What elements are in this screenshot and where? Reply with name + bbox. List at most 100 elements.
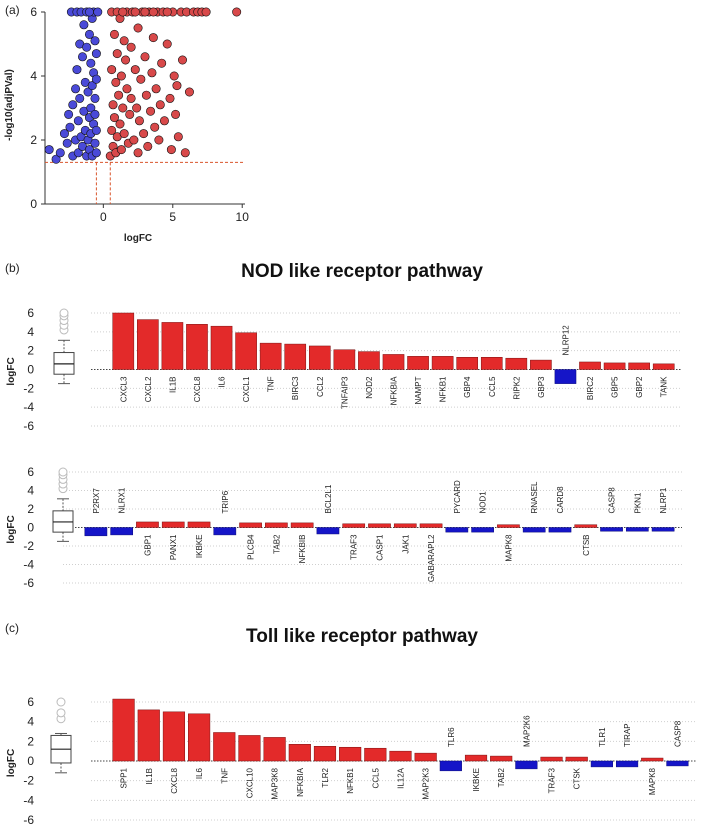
gene-label: TAB2 (497, 767, 506, 787)
volcano-point-up (126, 42, 136, 52)
bar-up (497, 524, 520, 528)
volcano-point-up (118, 103, 128, 113)
gene-label: NFKB1 (346, 767, 355, 793)
volcano-x-tick-label: 5 (169, 210, 176, 224)
bar-up (342, 523, 366, 528)
volcano-point-down (84, 29, 94, 39)
gene-label: NOD2 (365, 376, 374, 399)
gene-label: CASP1 (376, 534, 385, 561)
bar-up (213, 732, 236, 762)
volcano-point-down (90, 109, 100, 119)
bar-down (84, 527, 108, 537)
bar-up (239, 522, 262, 528)
box-outlier (56, 708, 66, 718)
gene-label: GABARAPL2 (427, 534, 436, 582)
box-outlier (59, 308, 69, 318)
volcano-point-up (180, 148, 190, 158)
gene-label: GBP4 (463, 376, 472, 398)
bar-up (136, 521, 159, 528)
gene-label: CTSB (582, 535, 591, 556)
volcano-point-up (114, 90, 124, 100)
gene-label: IL1B (145, 768, 154, 784)
bar-up (187, 521, 211, 528)
bar-up (565, 756, 588, 762)
gene-label: CASP8 (673, 720, 682, 747)
panel-letter-c: (c) (5, 621, 19, 635)
gene-label: NFKBIB (298, 535, 307, 564)
bar-up (263, 737, 286, 762)
volcano-point-down (86, 58, 96, 68)
gene-label: MAPK8 (648, 767, 657, 795)
bar-down (445, 527, 469, 533)
gene-label: TLR6 (447, 727, 456, 747)
bar-down (515, 760, 538, 770)
volcano-plot: logFC -log10(adjPVal) 0 2 4 6 0 5 10 (4, 5, 249, 244)
gene-label: IKBKE (195, 535, 204, 559)
gene-label: TLR2 (321, 767, 330, 787)
y-tick-label: -4 (23, 793, 34, 807)
volcano-point-up (169, 71, 179, 81)
volcano-point-up (139, 129, 149, 139)
bar-up (313, 746, 337, 762)
toll-pathway-title: Toll like receptor pathway (246, 626, 478, 647)
bar-up (419, 523, 443, 528)
bar-down (590, 760, 613, 768)
bar-up (137, 319, 159, 370)
bar-up (364, 747, 387, 762)
gene-label: RIPK2 (512, 376, 521, 400)
volcano-point-down (82, 42, 92, 52)
box-outlier (58, 467, 68, 477)
gene-label: GBP2 (635, 376, 644, 398)
volcano-point-up (111, 77, 121, 87)
y-axis-label: logFC (6, 749, 17, 777)
y-tick-label: 6 (27, 465, 34, 479)
gene-label: IL1B (168, 377, 177, 393)
bar-up (238, 735, 261, 762)
gene-label: CXCL10 (245, 767, 254, 798)
volcano-point-down (64, 109, 74, 119)
bar-down (666, 760, 689, 767)
volcano-point-up (140, 52, 150, 62)
volcano-point-up (116, 71, 126, 81)
bar-up (456, 357, 479, 370)
volcano-point-up (147, 68, 157, 78)
panel-letter-b: (b) (5, 261, 20, 275)
bar-up (628, 362, 650, 370)
bar-up (393, 523, 417, 528)
volcano-point-down (44, 145, 54, 155)
y-tick-label: 0 (27, 754, 34, 768)
y-tick-label: 4 (27, 484, 34, 498)
volcano-point-up (148, 33, 158, 43)
volcano-y-tick-label: 4 (30, 69, 37, 83)
bar-up (162, 711, 186, 762)
gene-label: CCL5 (371, 767, 380, 788)
bar-up (358, 351, 380, 370)
volcano-point-up (173, 132, 183, 142)
volcano-point-down (84, 7, 94, 17)
bar-up (389, 750, 412, 762)
gene-label: TNF (267, 376, 276, 392)
volcano-point-up (154, 135, 164, 145)
gene-label: CXCL8 (170, 767, 179, 793)
y-tick-label: 4 (27, 325, 34, 339)
volcano-point-down (75, 93, 85, 103)
bar-down (625, 527, 649, 532)
volcano-point-down (86, 103, 96, 113)
gene-label: TAB2 (272, 534, 281, 554)
volcano-point-up (132, 103, 142, 113)
volcano-point-down (68, 100, 78, 110)
y-tick-label: 2 (27, 502, 34, 516)
volcano-point-down (90, 36, 100, 46)
bar-up (161, 521, 185, 528)
volcano-point-up (108, 100, 118, 110)
bar-up (505, 357, 528, 370)
gene-label: TNFAIP3 (340, 376, 349, 409)
volcano-xlabel: logFC (124, 233, 152, 244)
bar-down (213, 527, 237, 536)
y-tick-label: -6 (23, 576, 34, 590)
toll-bar-chart: -6 -4 -2 0 2 4 6 logFC SPP1 IL1B CXCL8 IL6 TNF CXCL10… (6, 695, 696, 827)
bar-up (290, 522, 314, 528)
gene-label: PYCARD (453, 480, 462, 514)
volcano-point-up (115, 119, 125, 129)
volcano-point-up (162, 39, 172, 49)
